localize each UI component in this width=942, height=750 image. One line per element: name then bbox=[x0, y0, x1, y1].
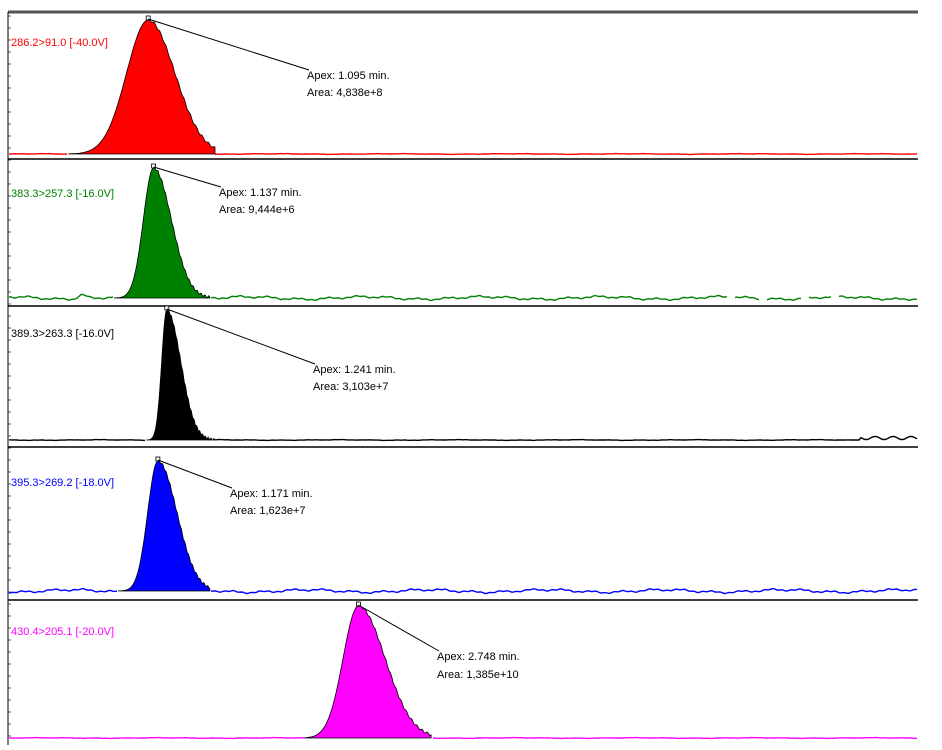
trace-panels: 286.2>91.0 [-40.0V] Apex: 1.095 min. Area:… bbox=[8, 15, 918, 740]
peak-area bbox=[114, 166, 211, 299]
apex-label: Apex: 1.171 min. bbox=[230, 488, 313, 500]
apex-leader-line bbox=[166, 308, 316, 365]
trace-label: 395.3>269.2 [-18.0V] bbox=[11, 477, 114, 489]
apex-marker bbox=[145, 15, 151, 21]
apex-leader-line bbox=[153, 166, 222, 188]
area-label: Area: 1,623e+7 bbox=[230, 505, 306, 517]
baseline-trace bbox=[8, 435, 918, 442]
apex-leader-line bbox=[157, 459, 233, 489]
trace-label: 430.4>205.1 [-20.0V] bbox=[11, 626, 114, 638]
trace-panel-3: 389.3>263.3 [-16.0V] Apex: 1.241 min. Area… bbox=[8, 305, 918, 448]
trace-panel-5: 430.4>205.1 [-20.0V] Apex: 2.748 min. Area… bbox=[8, 601, 917, 740]
trace-panel-1: 286.2>91.0 [-40.0V] Apex: 1.095 min. Area:… bbox=[8, 15, 918, 160]
apex-label: Apex: 1.241 min. bbox=[313, 364, 396, 376]
area-label: Area: 9,444e+6 bbox=[219, 204, 295, 216]
apex-marker bbox=[355, 601, 361, 607]
trace-label: 389.3>263.3 [-16.0V] bbox=[11, 328, 114, 340]
apex-label: Apex: 2.748 min. bbox=[437, 651, 520, 663]
apex-leader-line bbox=[148, 18, 310, 71]
peak-area bbox=[68, 18, 216, 155]
trace-panel-2: 383.3>257.3 [-16.0V] Apex: 1.137 min. Area… bbox=[8, 163, 918, 307]
trace-label: 286.2>91.0 [-40.0V] bbox=[11, 37, 108, 49]
area-label: Area: 4,838e+8 bbox=[307, 87, 383, 99]
trace-label: 383.3>257.3 [-16.0V] bbox=[11, 188, 114, 200]
apex-leader-line bbox=[358, 604, 440, 652]
peak-area bbox=[304, 604, 432, 739]
apex-marker bbox=[155, 456, 161, 462]
baseline-trace bbox=[9, 293, 918, 302]
trace-panel-4: 395.3>269.2 [-18.0V] Apex: 1.171 min. Area… bbox=[8, 456, 918, 601]
baseline-trace bbox=[8, 736, 917, 740]
apex-label: Apex: 1.095 min. bbox=[307, 70, 390, 82]
apex-marker bbox=[164, 305, 170, 311]
apex-marker bbox=[151, 163, 157, 169]
area-label: Area: 1,385e+10 bbox=[437, 669, 519, 681]
apex-label: Apex: 1.137 min. bbox=[219, 187, 302, 199]
area-label: Area: 3,103e+7 bbox=[313, 381, 389, 393]
peak-area bbox=[117, 459, 211, 592]
baseline-trace bbox=[8, 587, 918, 595]
baseline-trace bbox=[8, 152, 917, 156]
peak-area bbox=[146, 308, 216, 441]
